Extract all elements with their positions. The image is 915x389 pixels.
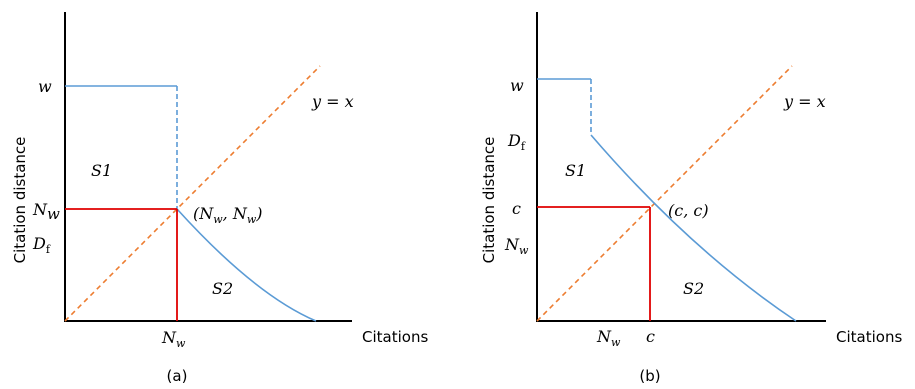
panel-b-region-s1: S1 (565, 161, 586, 180)
panel-a-ytick-w: w (38, 77, 52, 96)
panel-b-xlabel: Citations (836, 328, 902, 346)
panel-b-xtick-nw: Nw (596, 327, 621, 349)
panel-a-point-label: (Nw, Nw) (193, 204, 263, 226)
panel-a-xtick-nw: Nw (161, 328, 186, 350)
panel-b-point-label: (c, c) (668, 201, 709, 220)
panel-b-ytick-c: c (512, 199, 521, 218)
panel-b-ytick-df: Df (507, 131, 526, 153)
panel-b-ylabel: Citation distance (480, 137, 498, 264)
panel-a-ytick-df: Df (32, 234, 51, 256)
panel-b-region-s2: S2 (683, 279, 704, 298)
panel-a-region-s2: S2 (212, 279, 233, 298)
panel-b-ytick-w: w (510, 76, 524, 95)
panel-b-line-label: y = x (783, 92, 826, 111)
panel-a-diagonal-line (64, 65, 321, 322)
panel-b: Citation distance Citations w Df c Nw Nw… (480, 12, 902, 385)
panel-b-ytick-nw: Nw (504, 235, 529, 257)
panel-b-diagonal-line (536, 65, 793, 322)
panel-a-xlabel: Citations (362, 328, 428, 346)
panel-a-caption: (a) (167, 367, 188, 385)
panel-a-ytick-nw: Nw (32, 200, 60, 223)
panel-a: Citation distance Citations w Nw Df Nw y… (11, 12, 428, 385)
panel-b-decay-curve (590, 134, 797, 322)
panel-a-line-label: y = x (311, 92, 354, 111)
panel-a-ylabel: Citation distance (11, 137, 29, 264)
panel-b-caption: (b) (639, 367, 660, 385)
panel-b-xtick-c: c (646, 327, 655, 346)
panel-a-decay-curve (176, 208, 317, 322)
panel-a-region-s1: S1 (91, 161, 112, 180)
